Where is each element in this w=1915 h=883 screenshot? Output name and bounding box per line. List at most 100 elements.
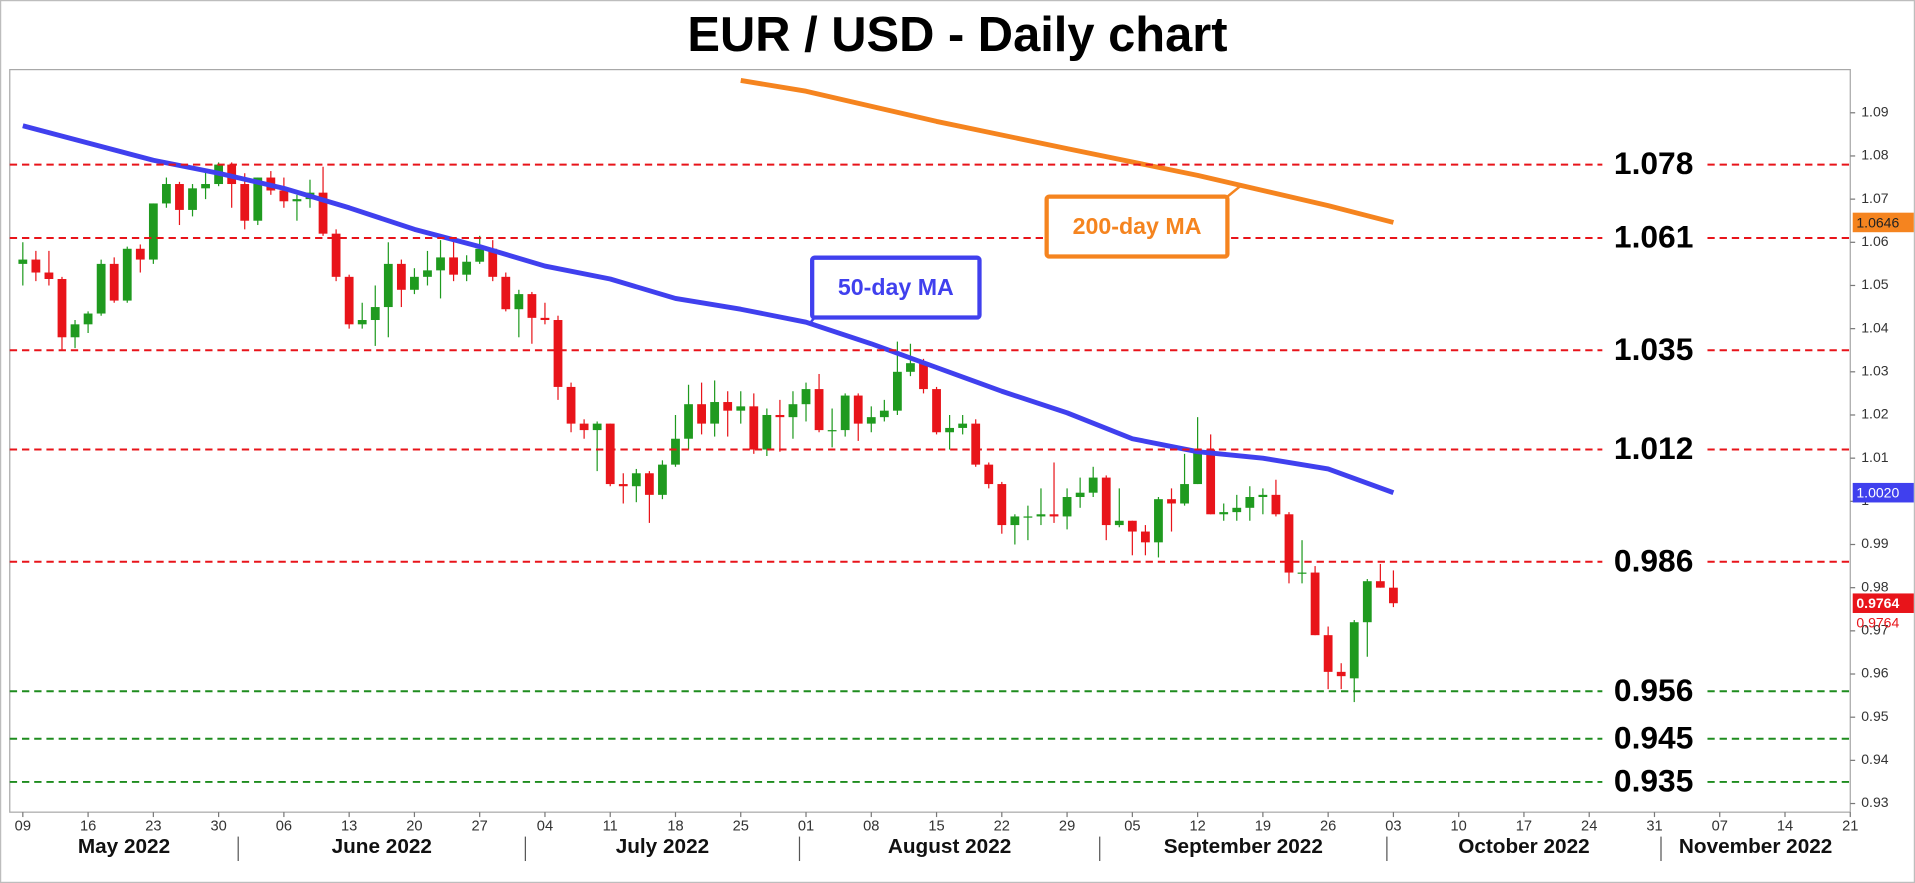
candle-body: [1141, 531, 1150, 543]
candle-body: [449, 257, 458, 275]
x-tick-label: 07: [1712, 819, 1728, 835]
y-tick-label: 1.07: [1861, 190, 1889, 206]
candle-body: [18, 259, 28, 264]
candle-body: [162, 184, 171, 204]
candle-body: [331, 233, 341, 277]
candle-body: [906, 363, 915, 372]
candle-body: [83, 313, 93, 325]
month-label: May 2022: [78, 835, 170, 858]
level-label-bg: [1602, 148, 1708, 181]
x-tick-label: 15: [928, 819, 944, 835]
month-label: June 2022: [332, 835, 432, 858]
candle-body: [1245, 497, 1255, 508]
x-tick-label: 06: [276, 819, 292, 835]
level-label: 1.035: [1614, 331, 1693, 367]
y-tick-label: 1.01: [1861, 449, 1889, 465]
candle-body: [475, 248, 485, 262]
x-tick-label: 27: [472, 819, 488, 835]
candle-body: [1232, 507, 1242, 513]
y-tick-label: 0.99: [1861, 535, 1889, 551]
candle-body: [344, 276, 354, 325]
candle-body: [148, 203, 158, 260]
candle-body: [1075, 492, 1085, 498]
chart-title: EUR / USD - Daily chart: [687, 8, 1227, 62]
candle-body: [279, 190, 289, 202]
candle-body: [697, 404, 706, 424]
candle-body: [1180, 484, 1189, 504]
level-label-bg: [1602, 545, 1708, 578]
level-label: 1.078: [1614, 145, 1693, 181]
candle-body: [1362, 581, 1372, 623]
candle-body: [1206, 449, 1216, 515]
x-tick-label: 13: [341, 819, 357, 835]
x-tick-label: 03: [1385, 819, 1401, 835]
candle-body: [945, 427, 954, 433]
x-tick-label: 24: [1581, 819, 1597, 835]
candle-body: [383, 263, 393, 308]
last-value-box: [1852, 482, 1914, 503]
x-tick-label: 16: [80, 819, 96, 835]
candle-body: [971, 423, 981, 465]
candle-body: [292, 199, 302, 202]
level-label-bg: [1602, 222, 1708, 254]
last-price-label: 0.9764: [1856, 615, 1899, 631]
level-label-bg: [1602, 433, 1708, 466]
candle-body: [879, 410, 889, 418]
candle-body: [736, 406, 746, 411]
candle-body: [44, 272, 54, 279]
candle-body: [540, 317, 550, 321]
candle-body: [135, 248, 145, 260]
candle-body: [488, 248, 498, 277]
x-tick-label: 12: [1189, 819, 1205, 835]
candle-body: [827, 430, 837, 432]
x-tick-label: 26: [1320, 819, 1336, 835]
candle-body: [1375, 581, 1385, 588]
moving-average-line: [22, 123, 1395, 495]
candle-body: [175, 184, 184, 210]
candle-body: [1114, 520, 1124, 526]
x-tick-label: 08: [863, 819, 879, 835]
x-tick-label: 01: [798, 819, 814, 835]
candle-body: [814, 389, 824, 431]
x-tick-label: 14: [1777, 819, 1793, 835]
candle-body: [514, 294, 524, 310]
candle-body: [1101, 477, 1111, 526]
level-label: 0.935: [1614, 763, 1693, 799]
plot-area: [9, 69, 1851, 813]
candle-body: [684, 404, 693, 439]
candle-body: [553, 320, 563, 387]
candle-body: [436, 257, 445, 271]
candle-body: [109, 263, 119, 301]
candle-body: [853, 395, 863, 424]
x-tick-label: 23: [145, 819, 161, 835]
candle-body: [762, 414, 772, 450]
candle-body: [1088, 477, 1098, 493]
level-label-bg: [1602, 334, 1708, 367]
candle-body: [96, 263, 106, 314]
candle-body: [1127, 520, 1137, 532]
candle-body: [658, 464, 667, 495]
candle-body: [1219, 512, 1229, 515]
y-tick-label: 1.09: [1861, 103, 1889, 119]
month-label: August 2022: [888, 835, 1011, 858]
month-label: November 2022: [1679, 835, 1832, 858]
candle-body: [253, 177, 263, 221]
candle-body: [1297, 572, 1307, 574]
candle-body: [501, 276, 511, 310]
candle-body: [1310, 572, 1320, 636]
level-label: 0.945: [1614, 719, 1693, 755]
candle-body: [396, 263, 406, 290]
level-label: 1.012: [1614, 430, 1693, 466]
candle-body: [723, 402, 733, 411]
annotation-pointer: [1226, 184, 1242, 198]
y-tick-label: 1.02: [1861, 406, 1889, 422]
candle-body: [1349, 622, 1359, 679]
candle-body: [775, 414, 785, 418]
annotation-label: 200-day MA: [1073, 213, 1202, 239]
candle-body: [749, 406, 759, 450]
last-value-label: 1.0646: [1856, 214, 1899, 230]
last-price-label: 0.9764: [1856, 595, 1899, 611]
annotation-label: 50-day MA: [838, 274, 954, 300]
candle-body: [31, 259, 41, 273]
